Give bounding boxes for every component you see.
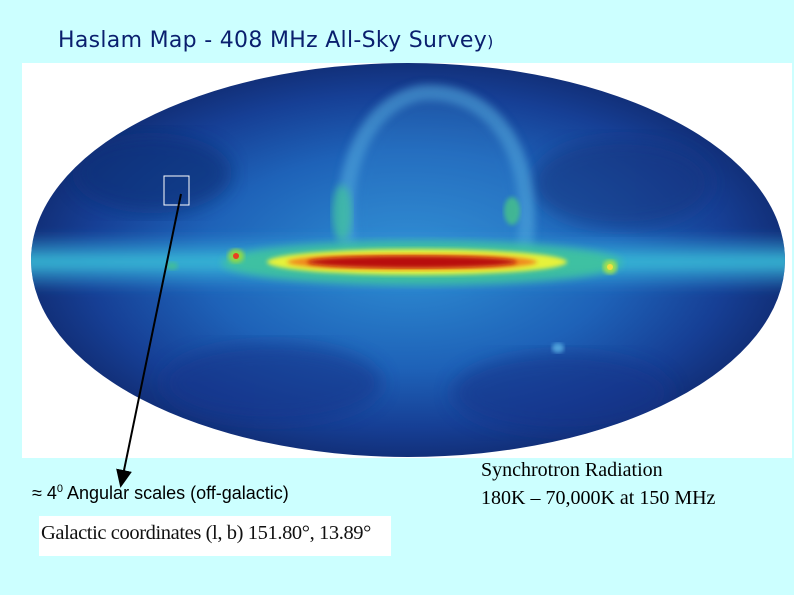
angular-prefix: ≈ 4 <box>32 483 57 503</box>
haslam-all-sky-map <box>22 63 792 458</box>
angular-degree: 0 <box>56 483 64 495</box>
sky-map-image <box>31 63 785 457</box>
galactic-coordinates: Galactic coordinates (l, b) 151.80°, 13.… <box>39 516 391 556</box>
synchrotron-line-1: Synchrotron Radiation <box>481 459 663 481</box>
slide-title-text: Haslam Map - 408 MHz All-Sky Survey <box>58 28 488 53</box>
slide-title: Haslam Map - 408 MHz All-Sky Survey) <box>58 28 494 53</box>
slide-title-paren: ) <box>487 32 494 51</box>
synchrotron-caption: Synchrotron Radiation 180K – 70,000K at … <box>481 456 715 512</box>
angular-suffix: Angular scales (off-galactic) <box>63 483 289 503</box>
angular-scale-label: ≈ 40 Angular scales (off-galactic) <box>32 483 289 504</box>
synchrotron-line-2: 180K – 70,000K at 150 MHz <box>481 487 716 509</box>
